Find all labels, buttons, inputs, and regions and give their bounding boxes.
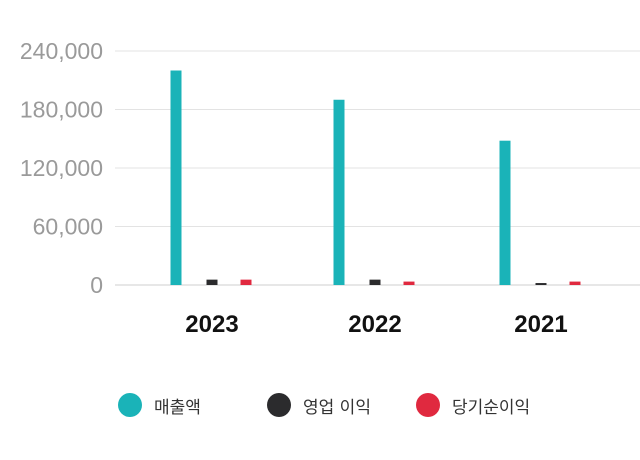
x-tick-label: 2023 <box>185 311 238 338</box>
y-tick-label: 180,000 <box>20 97 103 123</box>
legend-item-operating-profit: 영업 이익 <box>267 390 371 420</box>
y-tick-label: 120,000 <box>20 155 103 181</box>
x-tick-label: 2022 <box>348 311 401 338</box>
legend-item-net-income: 당기순이익 <box>416 390 530 420</box>
legend-swatch-operating-profit <box>267 393 291 417</box>
y-tick-label: 60,000 <box>33 214 103 240</box>
bar-net-income-2021 <box>569 281 581 285</box>
bar-operating-profit-2021 <box>535 283 547 285</box>
legend-label-operating-profit: 영업 이익 <box>303 397 371 418</box>
bar-net-income-2023 <box>240 279 252 285</box>
y-tick-label: 0 <box>90 272 103 298</box>
bar-net-income-2022 <box>403 281 415 285</box>
legend-swatch-net-income <box>416 393 440 417</box>
legend-swatch-revenue <box>118 393 142 417</box>
legend: 매출액 영업 이익 당기순이익 <box>0 390 640 420</box>
y-axis-ticks: 0 60,000 120,000 180,000 240,000 <box>20 38 103 298</box>
legend-label-revenue: 매출액 <box>154 397 201 418</box>
x-tick-label: 2021 <box>514 311 567 338</box>
x-axis-ticks: 2023 2022 2021 <box>185 311 567 338</box>
bar-revenue-2023 <box>170 70 182 285</box>
bar-operating-profit-2023 <box>206 279 218 285</box>
legend-item-revenue: 매출액 <box>118 390 201 420</box>
grid-lines <box>115 50 640 286</box>
y-tick-label: 240,000 <box>20 38 103 64</box>
bar-operating-profit-2022 <box>369 279 381 285</box>
bar-revenue-2022 <box>333 99 345 285</box>
bars <box>170 70 581 285</box>
legend-label-net-income: 당기순이익 <box>452 397 531 418</box>
bar-revenue-2021 <box>499 140 511 285</box>
